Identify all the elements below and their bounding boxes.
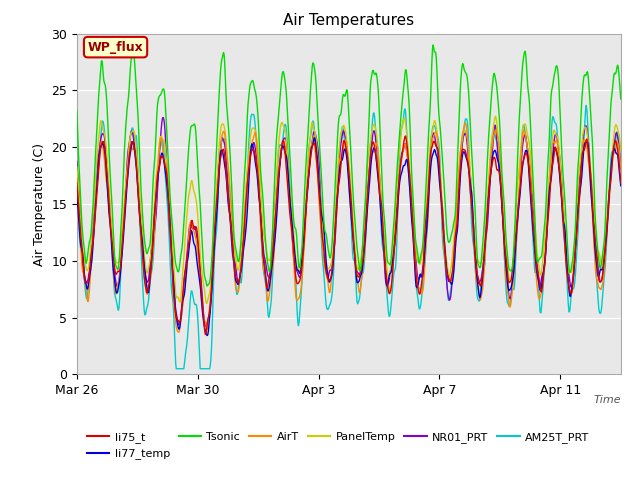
Text: WP_flux: WP_flux	[88, 41, 143, 54]
Text: Time: Time	[593, 395, 621, 405]
Y-axis label: Air Temperature (C): Air Temperature (C)	[33, 143, 45, 265]
Legend: li75_t, li77_temp, Tsonic, AirT, PanelTemp, NR01_PRT, AM25T_PRT: li75_t, li77_temp, Tsonic, AirT, PanelTe…	[83, 428, 594, 464]
Title: Air Temperatures: Air Temperatures	[284, 13, 414, 28]
